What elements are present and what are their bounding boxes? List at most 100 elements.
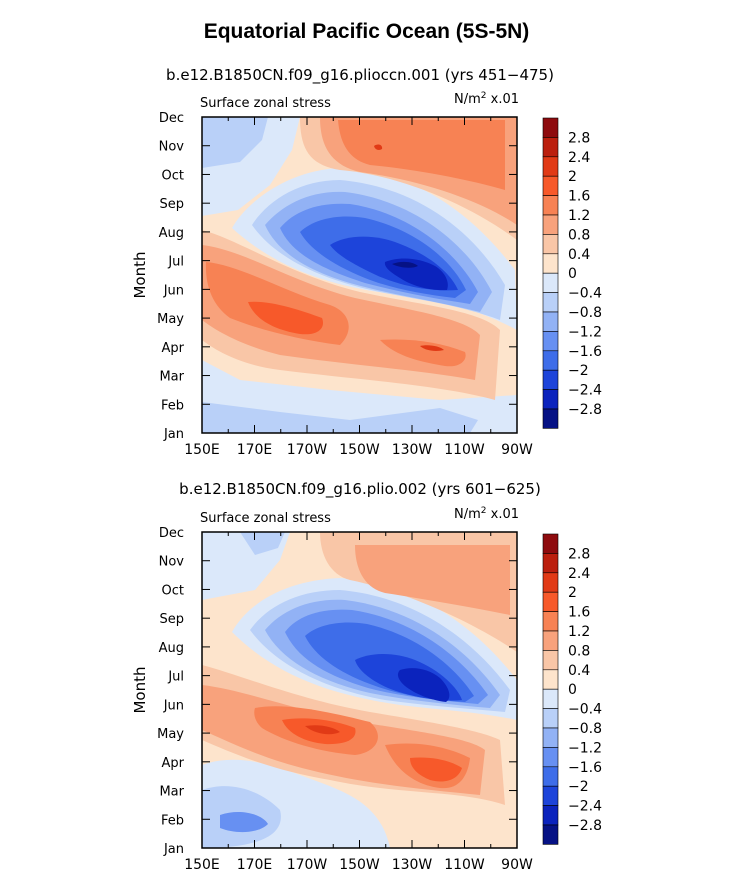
y-tick-label: Dec xyxy=(159,111,184,126)
colorbar-swatch xyxy=(542,805,559,826)
x-tick-label: 170E xyxy=(237,857,273,873)
colorbar-swatch xyxy=(542,137,559,158)
y-tick-label: Apr xyxy=(162,756,185,771)
colorbar-label: 1.2 xyxy=(568,208,590,224)
y-tick-label: Sep xyxy=(159,612,184,627)
colorbar-swatch xyxy=(542,533,559,554)
colorbar-swatch xyxy=(542,156,559,177)
colorbar-swatch xyxy=(542,824,559,845)
colorbar-label: −1.2 xyxy=(568,740,602,756)
colorbar-label: 0.8 xyxy=(568,227,590,243)
colorbar-label: 0.8 xyxy=(568,643,590,659)
panel-2-contour-neg-southwest-3 xyxy=(220,811,268,833)
colorbar-swatch xyxy=(542,669,559,690)
y-tick-label: Mar xyxy=(159,785,184,800)
colorbar-label: 0.4 xyxy=(568,663,590,679)
colorbar-label: −1.2 xyxy=(568,324,602,340)
colorbar-swatch xyxy=(542,611,559,632)
y-tick-label: May xyxy=(157,727,184,742)
page-title: Equatorial Pacific Ocean (5S-5N) xyxy=(203,20,530,43)
colorbar-label: −2 xyxy=(568,779,589,795)
panel-2-plot xyxy=(202,532,517,848)
x-tick-label: 90W xyxy=(501,857,533,873)
panel-1-contour-pos-south-1.6 xyxy=(248,301,324,335)
x-tick-label: 150E xyxy=(184,857,220,873)
panel-2-left-label: Surface zonal stress xyxy=(200,511,331,526)
colorbar-label: −2.8 xyxy=(568,402,602,418)
colorbar-swatch xyxy=(542,747,559,768)
colorbar-swatch xyxy=(542,389,559,410)
colorbar-swatch xyxy=(542,253,559,274)
colorbar-swatch xyxy=(542,553,559,574)
colorbar-1: 2.8 2.4 2 1.6 1.2 0.8 0.4 0 −0.4 −0.8 −1.2 −1.6 −2 −2… xyxy=(542,117,602,429)
colorbar-swatch xyxy=(542,785,559,806)
panel-2-x-ticks: 150E 170E 170W 150W 130W 110W 90W xyxy=(184,532,533,873)
x-tick-label: 130W xyxy=(392,442,433,458)
colorbar-label: 0 xyxy=(568,682,577,698)
y-tick-label: Apr xyxy=(162,341,185,356)
panel-2-contour-neg-west-2 xyxy=(240,532,285,555)
panel-1-contour-neg-min xyxy=(392,261,418,268)
y-tick-label: May xyxy=(157,312,184,327)
panel-1-title: b.e12.B1850CN.f09_g16.plioccn.001 (yrs 4… xyxy=(166,66,554,85)
panel-1-left-label: Surface zonal stress xyxy=(200,96,331,111)
y-tick-label: Mar xyxy=(159,370,184,385)
x-tick-label: 110W xyxy=(444,442,485,458)
colorbar-swatch xyxy=(542,234,559,255)
colorbar-label: 1.6 xyxy=(568,189,590,205)
colorbar-label: 0.4 xyxy=(568,247,590,263)
colorbar-swatch xyxy=(542,311,559,332)
colorbar-label: −0.8 xyxy=(568,305,602,321)
colorbar-label: 2 xyxy=(568,585,577,601)
y-tick-label: Feb xyxy=(161,813,184,828)
x-tick-label: 150W xyxy=(339,442,380,458)
colorbar-swatch xyxy=(542,175,559,196)
colorbar-swatch xyxy=(542,727,559,748)
colorbar-label: −0.4 xyxy=(568,286,602,302)
x-tick-label: 170W xyxy=(287,442,328,458)
y-tick-label: Jul xyxy=(167,670,184,685)
colorbar-label: 1.2 xyxy=(568,624,590,640)
panel-2-ylabel: Month xyxy=(131,666,149,713)
colorbar-swatch xyxy=(542,369,559,390)
colorbar-label: −0.8 xyxy=(568,721,602,737)
y-tick-label: Jun xyxy=(163,283,184,298)
panel-2-contour-pos-north-0.8 xyxy=(355,545,510,615)
colorbar-label: −1.6 xyxy=(568,344,602,360)
x-tick-label: 130W xyxy=(392,857,433,873)
panel-1-contour-pos-south-dot xyxy=(420,345,444,351)
y-tick-label: Aug xyxy=(159,226,184,241)
panel-2-title: b.e12.B1850CN.f09_g16.plio.002 (yrs 601−… xyxy=(179,480,541,499)
colorbar-swatch xyxy=(542,766,559,787)
colorbar-swatch xyxy=(542,350,559,371)
colorbar-label: −2.4 xyxy=(568,383,602,399)
y-tick-label: Nov xyxy=(159,555,185,570)
colorbar-swatch xyxy=(542,117,559,138)
y-tick-label: Nov xyxy=(159,140,185,155)
panel-1-contour-pos-south-1.2b xyxy=(380,339,466,367)
y-tick-label: Dec xyxy=(159,526,184,541)
y-tick-label: Aug xyxy=(159,641,184,656)
y-tick-label: Sep xyxy=(159,197,184,212)
colorbar-label: −2.4 xyxy=(568,799,602,815)
colorbar-label: −1.6 xyxy=(568,760,602,776)
panel-2: b.e12.B1850CN.f09_g16.plio.002 (yrs 601−… xyxy=(131,480,541,873)
panel-2-units-label: N/m2 x.01 xyxy=(454,506,519,522)
panel-2-contour-neg-2.8 xyxy=(397,668,450,702)
colorbar-swatch xyxy=(542,214,559,235)
y-tick-label: Jan xyxy=(163,842,184,857)
colorbar-swatch xyxy=(542,688,559,709)
panel-2-y-ticks: Jan Feb Mar Apr May Jun Jul Aug Sep Oct Nov Dec xyxy=(157,526,517,857)
colorbar-label: −2.8 xyxy=(568,818,602,834)
panel-1-contour-neg-west-2 xyxy=(202,117,268,168)
colorbar-swatch xyxy=(542,708,559,729)
x-tick-label: 170E xyxy=(237,442,273,458)
colorbar-swatch xyxy=(542,650,559,671)
panel-1-contour-pos-north-1.2 xyxy=(338,120,505,190)
colorbar-label: −2 xyxy=(568,363,589,379)
panel-1-ylabel: Month xyxy=(131,251,149,298)
panel-2-contour-pos-south-2 xyxy=(305,725,340,735)
colorbar-label: 2.4 xyxy=(568,566,590,582)
panel-1-contour-pos-north-dot xyxy=(374,144,383,150)
